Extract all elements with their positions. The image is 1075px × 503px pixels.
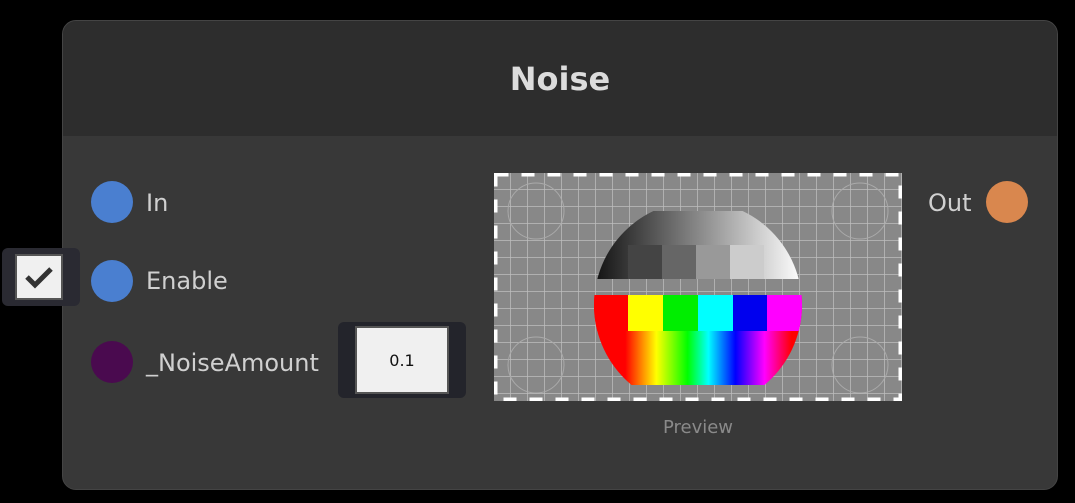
out-port[interactable]: [986, 181, 1028, 223]
in-port[interactable]: [91, 181, 133, 223]
preview-image: [494, 173, 902, 401]
noise-amount-input[interactable]: 0.1: [355, 326, 449, 394]
in-label: In: [146, 189, 169, 217]
checkmark-icon: [25, 267, 53, 289]
preview-label: Preview: [662, 417, 734, 438]
node-header[interactable]: Noise: [63, 21, 1057, 136]
noise-amount-port[interactable]: [91, 341, 133, 383]
enable-label: Enable: [146, 267, 228, 295]
noise-amount-label: _NoiseAmount: [146, 349, 319, 377]
enable-checkbox[interactable]: [15, 254, 63, 300]
enable-port[interactable]: [91, 260, 133, 302]
out-label: Out: [928, 189, 972, 217]
node-title: Noise: [509, 59, 611, 98]
